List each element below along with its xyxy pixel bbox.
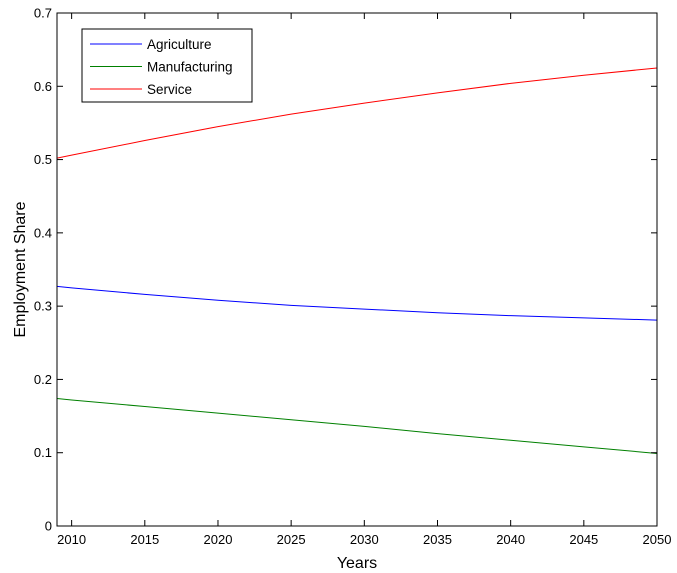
legend-box bbox=[81, 28, 253, 103]
plot-series bbox=[56, 67, 658, 454]
x-tick-label: 2040 bbox=[496, 532, 525, 547]
x-tick-label: 2015 bbox=[130, 532, 159, 547]
y-tick-label: 0.4 bbox=[34, 225, 52, 240]
x-tick-label: 2020 bbox=[204, 532, 233, 547]
x-tick-label: 2010 bbox=[57, 532, 86, 547]
x-axis-ticks: 2010 2015 2020 2025 2030 2035 2040 2045 2050 bbox=[57, 13, 671, 547]
x-tick-label: 2035 bbox=[423, 532, 452, 547]
x-tick-label: 2045 bbox=[569, 532, 598, 547]
legend: Agriculture Manufacturing Service bbox=[81, 28, 253, 103]
y-tick-label: 0.3 bbox=[34, 299, 52, 314]
x-tick-label: 2050 bbox=[643, 532, 672, 547]
y-tick-label: 0.7 bbox=[34, 6, 52, 21]
series-line-service bbox=[56, 67, 658, 159]
x-tick-label: 2030 bbox=[350, 532, 379, 547]
y-tick-label: 0 bbox=[45, 519, 52, 534]
series-line-manufacturing bbox=[56, 397, 658, 454]
x-tick-label: 2025 bbox=[277, 532, 306, 547]
y-tick-label: 0.1 bbox=[34, 445, 52, 460]
series-line-agriculture bbox=[56, 285, 658, 321]
plot-area-frame bbox=[56, 12, 658, 527]
legend-label-service: Service bbox=[147, 82, 192, 97]
y-tick-label: 0.2 bbox=[34, 372, 52, 387]
y-tick-label: 0.6 bbox=[34, 79, 52, 94]
y-tick-label: 0.5 bbox=[34, 152, 52, 167]
x-axis-title: Years bbox=[337, 555, 377, 572]
legend-label-agriculture: Agriculture bbox=[147, 37, 212, 52]
legend-label-manufacturing: Manufacturing bbox=[147, 60, 233, 75]
y-axis-ticks: 0 0.1 0.2 0.3 0.4 0.5 0.6 0.7 bbox=[34, 6, 657, 534]
y-axis-title: Employment Share bbox=[12, 201, 29, 337]
